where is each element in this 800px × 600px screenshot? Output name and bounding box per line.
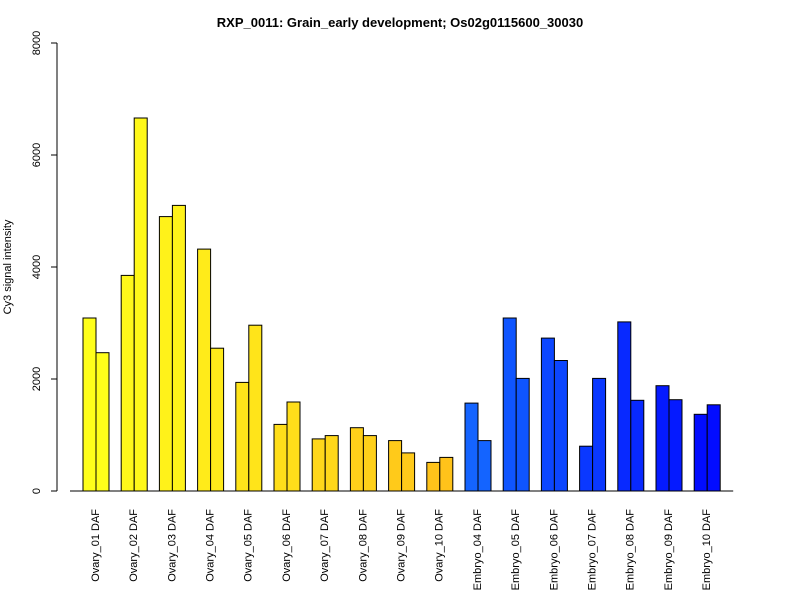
x-tick-label: Embryo_09 DAF bbox=[663, 509, 675, 591]
y-tick-label: 4000 bbox=[31, 255, 43, 279]
chart-title: RXP_0011: Grain_early development; Os02g… bbox=[217, 15, 583, 30]
bar-15-2 bbox=[630, 399, 645, 492]
bar-3-1 bbox=[158, 216, 173, 492]
bar-17-2 bbox=[706, 404, 721, 492]
bar-10-2 bbox=[439, 456, 454, 492]
bar-1-1 bbox=[82, 317, 97, 492]
x-tick-label: Embryo_05 DAF bbox=[510, 509, 522, 591]
x-tick-label: Ovary_09 DAF bbox=[396, 509, 408, 582]
x-tick-label: Ovary_06 DAF bbox=[281, 509, 293, 582]
y-tick-label: 2000 bbox=[31, 367, 43, 391]
bars bbox=[82, 117, 721, 492]
x-tick-label: Embryo_06 DAF bbox=[548, 509, 560, 591]
bar-4-2 bbox=[210, 347, 225, 492]
x-tick-label: Ovary_08 DAF bbox=[357, 509, 369, 582]
x-tick-label: Ovary_04 DAF bbox=[205, 509, 217, 582]
bar-14-2 bbox=[592, 377, 607, 492]
bar-5-2 bbox=[248, 324, 263, 492]
bar-16-1 bbox=[655, 385, 670, 492]
y-tick-label: 8000 bbox=[31, 31, 43, 55]
x-tick-label: Embryo_04 DAF bbox=[472, 509, 484, 591]
bar-4-1 bbox=[197, 248, 212, 492]
x-axis: Ovary_01 DAF Ovary_02 DAF Ovary_03 DAF Ovar… bbox=[70, 490, 734, 591]
x-tick-label: Ovary_05 DAF bbox=[243, 509, 255, 582]
bar-6-2 bbox=[286, 401, 301, 492]
bar-13-1 bbox=[540, 337, 555, 492]
bar-2-1 bbox=[120, 274, 135, 492]
bar-11-1 bbox=[464, 402, 479, 492]
x-tick-label: Ovary_10 DAF bbox=[434, 509, 446, 582]
x-tick-label: Ovary_07 DAF bbox=[319, 509, 331, 582]
bar-5-1 bbox=[235, 381, 250, 492]
x-tick-label: Ovary_01 DAF bbox=[90, 509, 102, 582]
bar-1-2 bbox=[95, 352, 110, 492]
bar-17-1 bbox=[693, 413, 708, 492]
bar-10-1 bbox=[426, 461, 441, 492]
bar-7-1 bbox=[311, 438, 326, 492]
x-tick-label: Embryo_07 DAF bbox=[587, 509, 599, 591]
x-tick-label: Embryo_08 DAF bbox=[625, 509, 637, 591]
bar-9-1 bbox=[388, 440, 403, 492]
x-tick-label: Ovary_03 DAF bbox=[166, 509, 178, 582]
bar-16-2 bbox=[668, 399, 683, 492]
bar-3-2 bbox=[171, 204, 186, 492]
bar-11-2 bbox=[477, 440, 492, 492]
bar-12-2 bbox=[515, 377, 530, 492]
x-tick-label: Ovary_02 DAF bbox=[128, 509, 140, 582]
x-tick-label: Embryo_10 DAF bbox=[701, 509, 713, 591]
bar-8-1 bbox=[349, 427, 364, 492]
bar-6-1 bbox=[273, 423, 288, 492]
y-tick-label: 0 bbox=[31, 488, 43, 494]
bar-15-1 bbox=[617, 321, 632, 492]
bar-7-2 bbox=[324, 435, 339, 492]
y-axis: 0 2000 4000 6000 8000 bbox=[31, 31, 58, 494]
bar-14-1 bbox=[579, 445, 594, 492]
bar-12-1 bbox=[502, 317, 517, 492]
y-axis-label: Cy3 signal intensity bbox=[2, 219, 14, 314]
bar-2-2 bbox=[133, 117, 148, 492]
bar-8-2 bbox=[362, 435, 377, 492]
y-tick-label: 6000 bbox=[31, 143, 43, 167]
bar-13-2 bbox=[553, 360, 568, 492]
bar-9-2 bbox=[401, 452, 416, 492]
